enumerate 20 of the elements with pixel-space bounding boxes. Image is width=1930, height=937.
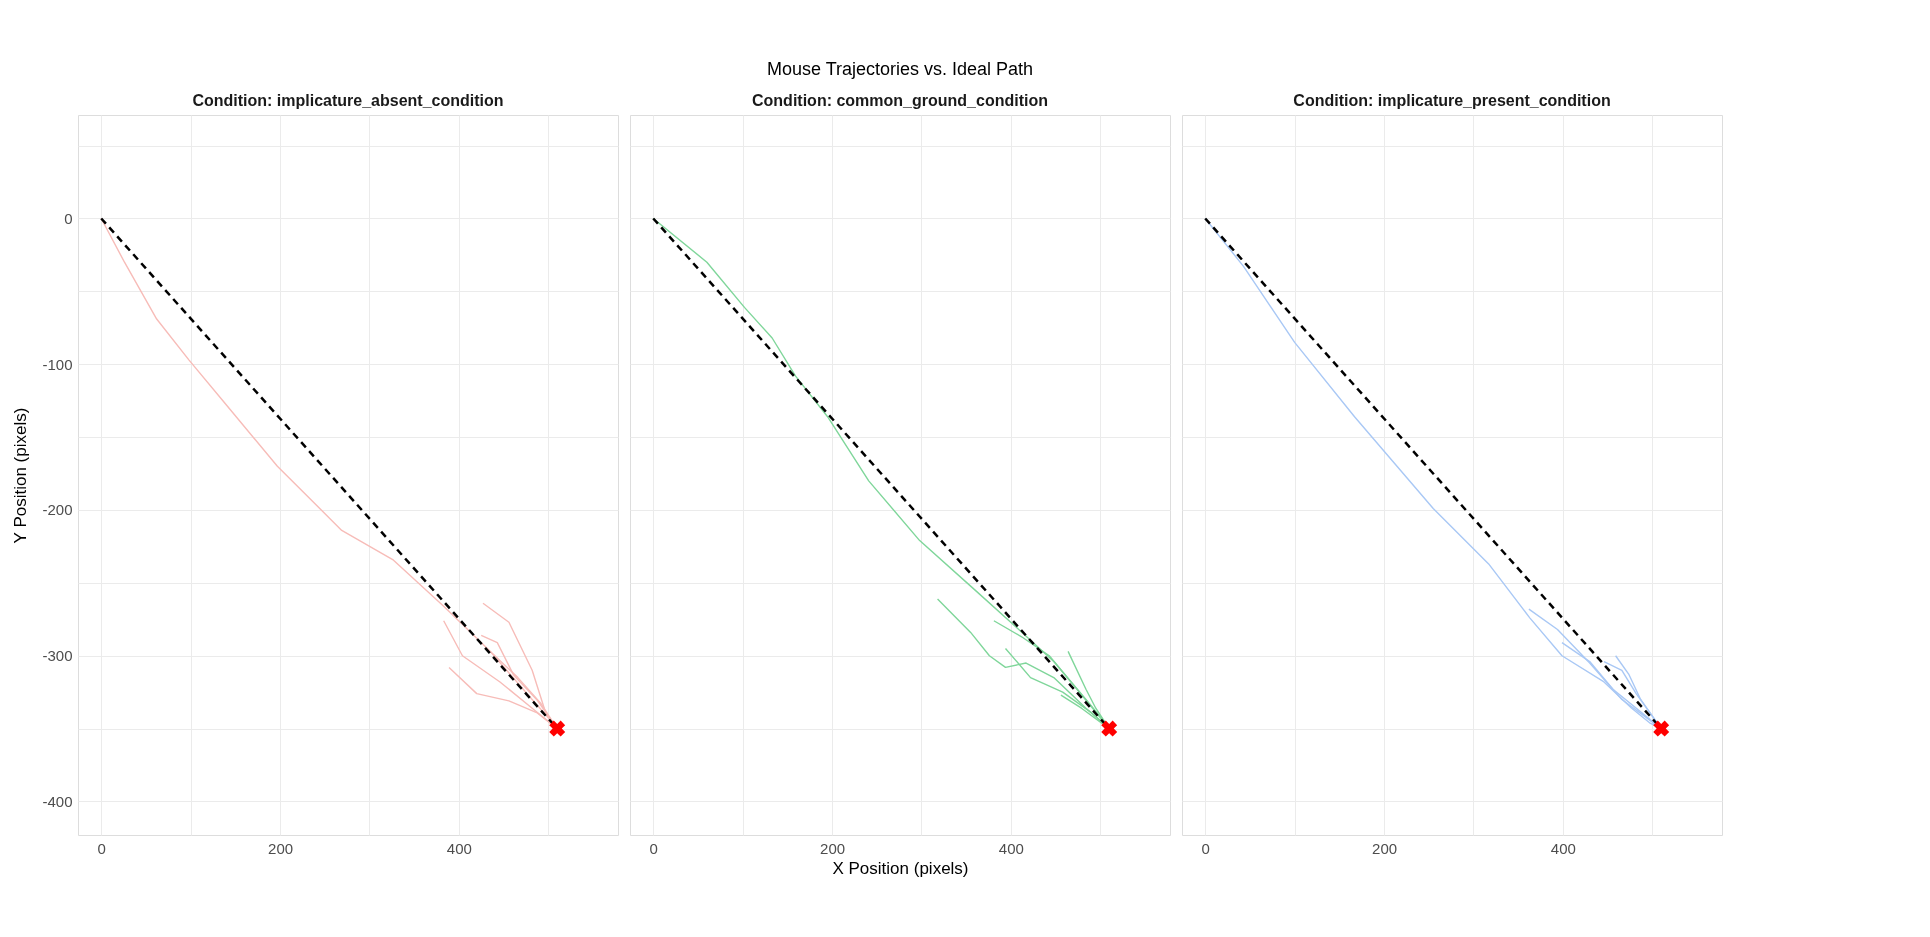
x-tick-label: 0 (1201, 839, 1210, 857)
chart-subtitle: Condition: implicature_absent_condition (192, 92, 504, 109)
chart-subtitle: Condition: common_ground_condition (752, 92, 1048, 109)
y-tick-label: -300 (42, 647, 73, 665)
x-tick-label: 400 (998, 839, 1024, 857)
chart-subtitle: Condition: implicature_present_condition (1293, 92, 1611, 109)
x-tick-label: 200 (1372, 839, 1398, 857)
x-tick-label: 400 (1550, 839, 1576, 857)
y-tick-label: -100 (42, 355, 73, 373)
y-axis-title: Y Position (pixels) (10, 407, 30, 544)
x-tick-label: 400 (446, 839, 472, 857)
y-tick-label: -400 (42, 792, 73, 810)
x-tick-label: 0 (97, 839, 106, 857)
chart-title: Mouse Trajectories vs. Ideal Path (766, 59, 1034, 79)
x-tick-label: 200 (820, 839, 846, 857)
x-axis-title: X Position (pixels) (832, 858, 969, 878)
y-tick-label: 0 (64, 209, 73, 227)
x-tick-label: 200 (268, 839, 294, 857)
y-tick-label: -200 (42, 501, 73, 519)
x-tick-label: 0 (649, 839, 658, 857)
